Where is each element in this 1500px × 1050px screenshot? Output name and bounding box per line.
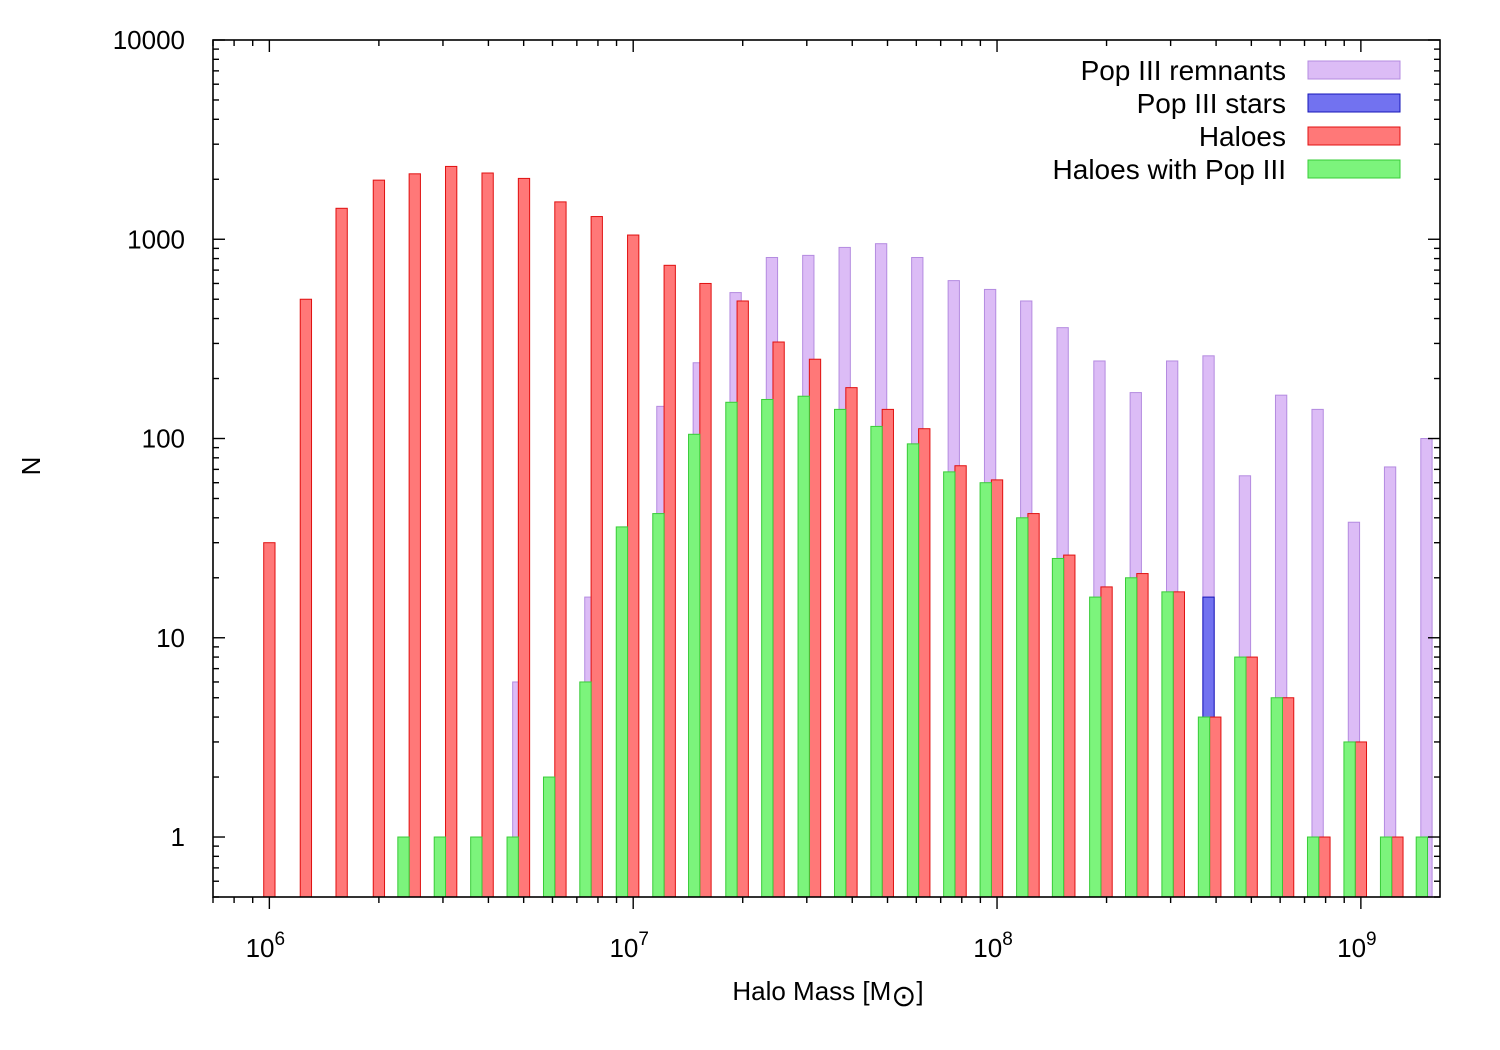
bar-haloes-with-pop-iii-4 xyxy=(542,776,556,897)
bar-haloes-11 xyxy=(663,264,676,897)
bar-haloes-with-pop-iii-21 xyxy=(1161,591,1174,897)
bar-haloes-with-pop-iii-27 xyxy=(1379,836,1393,897)
bar-haloes-23 xyxy=(1100,586,1113,897)
bar-haloes-3 xyxy=(372,179,386,897)
bar-haloes-9 xyxy=(590,216,603,897)
legend-label: Haloes with Pop III xyxy=(1053,154,1286,185)
bar-haloes-4 xyxy=(408,173,421,897)
bar-haloes-19 xyxy=(954,465,967,897)
bar-haloes-with-pop-iii-9 xyxy=(725,401,738,897)
legend-swatch xyxy=(1307,126,1401,146)
bar-haloes-with-pop-iii-16 xyxy=(979,482,992,897)
x-tick-label: 109 xyxy=(1337,929,1377,963)
bar-haloes-with-pop-iii-26 xyxy=(1343,741,1356,897)
y-tick-label: 100 xyxy=(142,424,185,454)
bar-pop-iii-remnants-27 xyxy=(1420,438,1433,897)
bar-haloes-with-pop-iii-14 xyxy=(906,443,920,897)
bar-haloes-26 xyxy=(1209,716,1222,897)
bar-haloes-0 xyxy=(263,542,276,897)
bar-haloes-with-pop-iii-12 xyxy=(834,408,847,897)
x-tick-label: 108 xyxy=(973,929,1013,963)
y-tick-label: 1 xyxy=(171,822,185,852)
bar-haloes-with-pop-iii-8 xyxy=(688,433,701,897)
bar-haloes-with-pop-iii-11 xyxy=(797,395,810,897)
bar-haloes-with-pop-iii-25 xyxy=(1306,836,1320,897)
bar-haloes-16 xyxy=(845,387,858,897)
axes-layer: 1 10 100 1000 10000 106 107 108 109 xyxy=(113,25,1441,963)
bar-haloes-31 xyxy=(1391,836,1404,897)
legend-swatch xyxy=(1307,60,1401,80)
bar-haloes-with-pop-iii-3 xyxy=(506,836,519,897)
x-tick-label: 106 xyxy=(246,929,286,963)
bar-haloes-with-pop-iii-6 xyxy=(615,526,629,897)
bar-haloes-27 xyxy=(1245,656,1258,897)
bar-haloes-with-pop-iii-0 xyxy=(397,836,410,897)
y-tick-label: 10000 xyxy=(113,25,185,55)
bar-haloes-10 xyxy=(627,234,640,897)
legend-swatch xyxy=(1307,93,1401,113)
y-tick-label: 10 xyxy=(156,623,185,653)
bar-haloes-13 xyxy=(736,300,749,897)
bar-haloes-28 xyxy=(1281,697,1295,897)
bar-haloes-with-pop-iii-17 xyxy=(1016,517,1029,897)
bar-haloes-6 xyxy=(481,172,494,897)
y-tick-label: 1000 xyxy=(127,224,185,254)
bar-haloes-8 xyxy=(554,201,567,897)
legend-label: Pop III stars xyxy=(1137,88,1286,119)
x-tick-label: 107 xyxy=(609,929,649,963)
bar-haloes-20 xyxy=(990,479,1004,897)
bar-haloes-5 xyxy=(445,165,458,897)
bar-haloes-22 xyxy=(1063,554,1076,897)
bar-haloes-14 xyxy=(772,341,785,897)
bar-haloes-with-pop-iii-7 xyxy=(652,513,665,897)
bar-haloes-2 xyxy=(335,207,348,897)
bar-haloes-24 xyxy=(1136,573,1149,897)
legend-swatch xyxy=(1307,159,1401,179)
x-axis-label: Halo Mass [M⊙] xyxy=(732,976,923,1013)
bar-pop-iii-remnants-26 xyxy=(1383,466,1397,897)
legend-label: Haloes xyxy=(1199,121,1286,152)
bar-haloes-30 xyxy=(1354,741,1368,897)
bar-pop-iii-remnants-25 xyxy=(1347,521,1361,897)
bar-haloes-1 xyxy=(299,298,313,897)
bar-haloes-25 xyxy=(1172,591,1185,897)
bar-haloes-with-pop-iii-28 xyxy=(1415,836,1428,897)
bar-pop-iii-remnants-24 xyxy=(1311,408,1324,897)
bar-haloes-15 xyxy=(808,358,822,897)
y-axis-label: N xyxy=(16,457,46,476)
legend-label: Pop III remnants xyxy=(1081,55,1286,86)
bar-haloes-7 xyxy=(517,177,531,897)
bar-haloes-21 xyxy=(1027,513,1040,897)
bar-haloes-with-pop-iii-19 xyxy=(1089,596,1102,897)
bar-haloes-with-pop-iii-1 xyxy=(433,836,447,897)
bar-haloes-with-pop-iii-13 xyxy=(870,425,883,897)
bars-layer xyxy=(263,165,1433,897)
bar-haloes-with-pop-iii-22 xyxy=(1197,716,1211,897)
bar-haloes-with-pop-iii-20 xyxy=(1125,577,1138,897)
bar-haloes-with-pop-iii-5 xyxy=(579,681,592,897)
bar-haloes-with-pop-iii-15 xyxy=(943,471,956,897)
bar-pop-iii-remnants-23 xyxy=(1274,394,1288,897)
bar-haloes-18 xyxy=(918,428,931,897)
bar-haloes-with-pop-iii-10 xyxy=(761,398,774,897)
bar-haloes-with-pop-iii-23 xyxy=(1234,656,1247,897)
bar-haloes-29 xyxy=(1318,836,1331,897)
bar-haloes-12 xyxy=(699,282,712,897)
bar-haloes-with-pop-iii-2 xyxy=(470,836,483,897)
plot-frame xyxy=(212,39,1441,898)
bar-haloes-with-pop-iii-18 xyxy=(1051,557,1065,897)
bar-haloes-17 xyxy=(881,408,894,897)
bar-haloes-with-pop-iii-24 xyxy=(1270,697,1283,897)
